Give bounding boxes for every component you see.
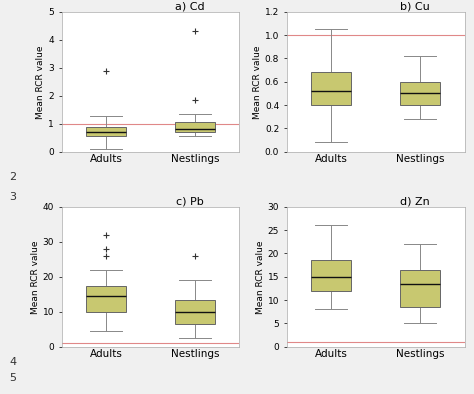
Y-axis label: Mean RCR value: Mean RCR value [31, 240, 40, 314]
Title: b) Cu: b) Cu [400, 1, 429, 11]
Title: a) Cd: a) Cd [175, 1, 204, 11]
Y-axis label: Mean RCR value: Mean RCR value [253, 45, 262, 119]
Bar [400, 270, 440, 307]
Title: d) Zn: d) Zn [400, 196, 429, 206]
Bar [311, 72, 351, 105]
Bar [175, 122, 215, 132]
Bar [175, 299, 215, 324]
Bar [311, 260, 351, 291]
Text: 5: 5 [9, 373, 17, 383]
Text: 2: 2 [9, 172, 17, 182]
Y-axis label: Mean RCR value: Mean RCR value [256, 240, 265, 314]
Title: c) Pb: c) Pb [176, 196, 203, 206]
Text: 4: 4 [9, 357, 17, 368]
Bar [400, 82, 440, 105]
Bar [86, 127, 126, 136]
Text: 3: 3 [9, 192, 17, 202]
Y-axis label: Mean RCR value: Mean RCR value [36, 45, 46, 119]
Bar [86, 286, 126, 312]
